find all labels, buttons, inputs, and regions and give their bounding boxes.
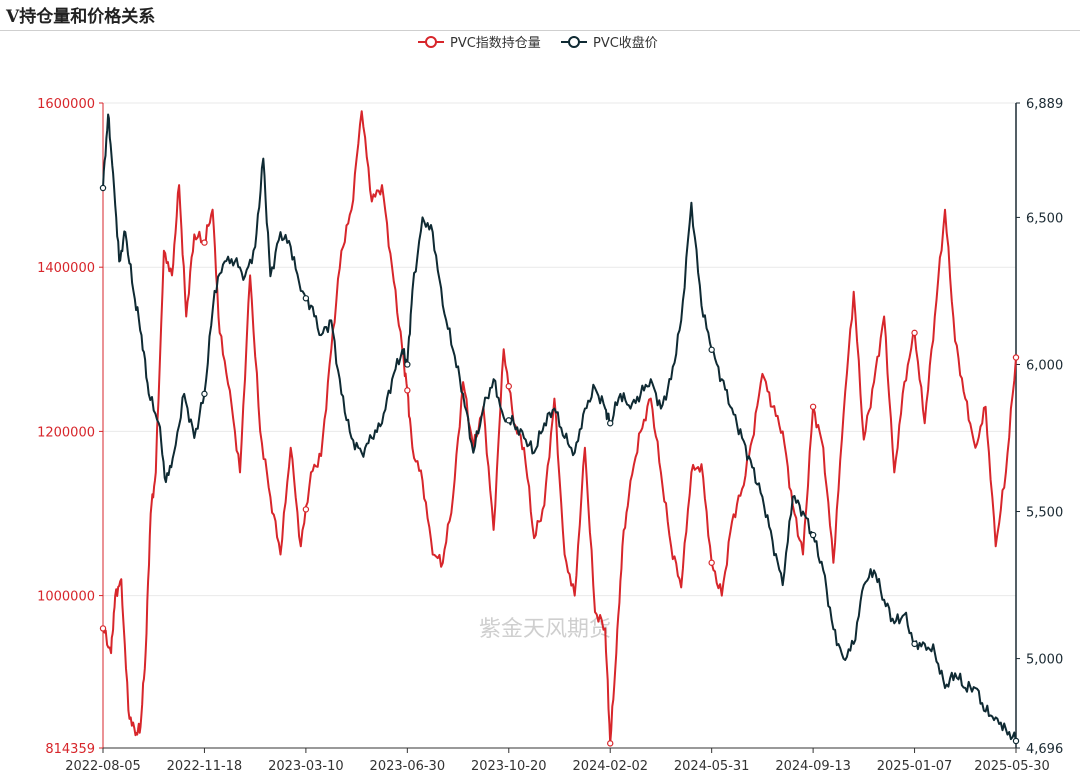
x-tick-label: 2023-10-20 [471,759,547,774]
series-line-open-interest[interactable] [102,110,1017,745]
y-right-tick-label: 5,000 [1026,653,1063,668]
axes [99,102,1020,753]
legend-marker-open-interest [425,36,437,48]
y-left-tick-label: 814359 [45,742,95,757]
x-tick-label: 2024-05-31 [674,759,750,774]
point-price[interactable] [302,295,310,302]
legend: PVC指数持仓量 PVC收盘价 [418,35,658,51]
chart-title: V持仓量和价格关系 [6,7,156,27]
x-tick-label: 2023-03-10 [268,759,344,774]
point-price[interactable] [607,420,614,427]
y-right-tick-label: 6,000 [1026,358,1063,373]
point-price[interactable] [809,531,817,539]
y-right-tick-label: 6,889 [1026,97,1063,112]
point-price[interactable] [404,361,411,368]
x-tick-label: 2023-06-30 [370,759,446,774]
point-open-interest[interactable] [404,387,411,394]
x-tick-label: 2022-08-05 [65,759,141,774]
legend-label-price[interactable]: PVC收盘价 [593,35,658,51]
y-right-tick-label: 5,500 [1026,506,1063,521]
series-lines [99,110,1020,747]
x-tick-label: 2024-02-02 [572,759,648,774]
point-open-interest[interactable] [809,403,817,410]
x-tick-label: 2025-01-07 [877,759,953,774]
point-open-interest[interactable] [1012,354,1020,361]
point-price[interactable] [1012,737,1020,745]
y-right-tick-label: 6,500 [1026,211,1063,226]
legend-marker-price [568,36,580,48]
y-left-tick-label: 1600000 [37,97,95,112]
point-price[interactable] [505,417,512,424]
point-price[interactable] [201,390,208,398]
title-divider [0,30,1080,31]
y-left-tick-label: 1000000 [37,590,95,605]
x-tick-label: 2025-05-30 [974,759,1050,774]
point-price[interactable] [99,184,107,192]
legend-label-open-interest[interactable]: PVC指数持仓量 [450,36,541,51]
point-price[interactable] [708,346,715,353]
x-tick-label: 2022-11-18 [167,759,243,774]
y-left-tick-label: 1400000 [37,261,95,276]
point-open-interest[interactable] [505,383,512,390]
tick-labels: 1600000 1400000 1200000 1000000 814359 6,889 6… [37,97,1063,774]
watermark: 紫金天风期货 [479,617,611,642]
series-line-price[interactable] [102,113,1017,742]
point-open-interest[interactable] [607,740,614,747]
point-open-interest[interactable] [99,625,107,632]
point-open-interest[interactable] [708,559,715,566]
point-open-interest[interactable] [201,239,208,246]
y-left-tick-label: 1200000 [37,425,95,440]
y-right-tick-label: 4,696 [1026,742,1063,757]
point-open-interest[interactable] [302,506,310,513]
x-tick-label: 2024-09-13 [775,759,851,774]
point-open-interest[interactable] [911,329,918,337]
point-price[interactable] [911,640,918,648]
gridlines [103,102,1016,597]
